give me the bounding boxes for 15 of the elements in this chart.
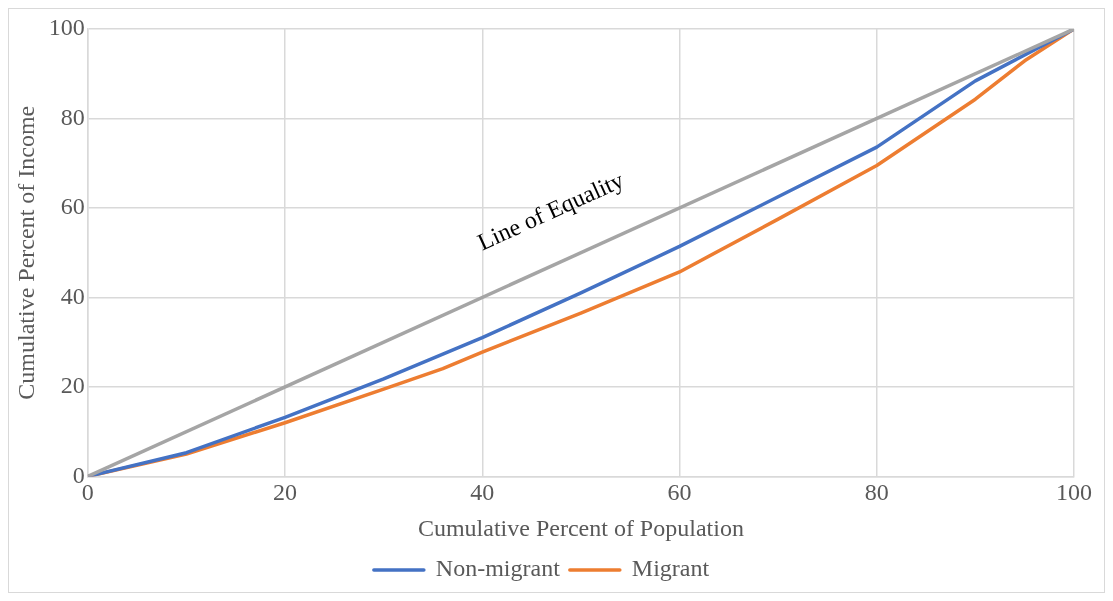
legend-label: Migrant [631,555,710,582]
x-axis-title: Cumulative Percent of Population [417,514,744,541]
y-tick-label: 20 [60,372,85,399]
y-tick-label: 80 [60,103,85,130]
y-axis-title: Cumulative Percent of Income [12,105,39,400]
x-tick-label: 80 [864,479,889,506]
y-tick-label: 60 [60,193,85,220]
x-tick-label: 20 [273,479,298,506]
legend-label: Non-migrant [435,555,561,582]
y-tick-label: 0 [72,461,85,488]
y-tick-label: 40 [60,282,85,309]
y-tick-label: 100 [48,14,85,41]
x-tick-label: 100 [1056,479,1092,506]
x-tick-label: 40 [470,479,495,506]
x-tick-label: 60 [667,479,692,506]
